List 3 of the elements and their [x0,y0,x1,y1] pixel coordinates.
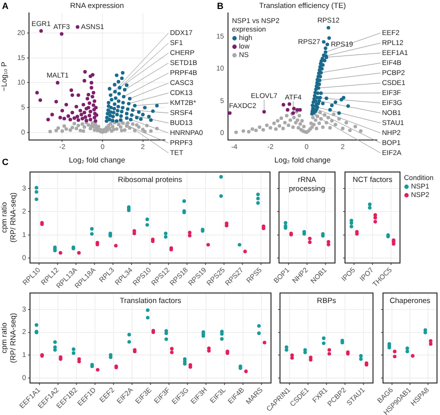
text: C [2,156,9,167]
text: A [2,0,9,11]
text: B [217,0,224,11]
